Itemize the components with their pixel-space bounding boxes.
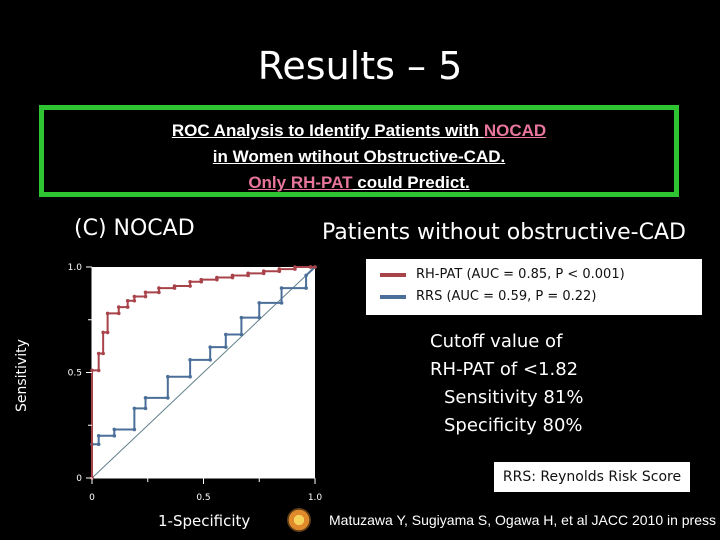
legend-swatch-rhpat bbox=[380, 272, 406, 277]
rhpat-point bbox=[188, 279, 192, 284]
rrs-point bbox=[132, 406, 137, 411]
rrs-point bbox=[188, 374, 192, 379]
rrs-point bbox=[304, 273, 308, 278]
x-tick-label: 0 bbox=[89, 493, 95, 503]
rhpat-point bbox=[143, 290, 148, 295]
x-tick-label: 1.0 bbox=[308, 493, 323, 503]
y-axis-label: Sensitivity bbox=[14, 339, 30, 412]
rrs-point bbox=[112, 427, 117, 432]
rhpat-point bbox=[246, 271, 250, 276]
box-highlight-rhpat: Only RH-PAT bbox=[248, 173, 353, 192]
box-line-1-text: ROC Analysis to Identify Patients with bbox=[171, 121, 484, 140]
highlight-box: ROC Analysis to Identify Patients with N… bbox=[39, 105, 679, 197]
chart-subtitle: Patients without obstructive-CAD bbox=[322, 220, 686, 245]
rhpat-point bbox=[125, 298, 130, 303]
rhpat-point bbox=[101, 330, 105, 335]
rhpat-point bbox=[261, 269, 266, 274]
rrs-point bbox=[208, 358, 212, 362]
rrs-point bbox=[112, 434, 117, 438]
panel-label: (C) NOCAD bbox=[74, 216, 195, 241]
y-tick-label: 1.0 bbox=[68, 263, 83, 273]
cutoff-line-1: Cutoff value of bbox=[430, 331, 563, 352]
rrs-point bbox=[279, 286, 284, 290]
rhpat-point bbox=[132, 298, 137, 303]
rrs-point bbox=[224, 345, 228, 349]
cutoff-line-4: Specificity 80% bbox=[444, 415, 583, 436]
rhpat-point bbox=[116, 305, 121, 309]
rrs-point bbox=[239, 332, 244, 337]
box-line-3: Only RH-PAT could Predict. bbox=[44, 170, 674, 196]
legend-item-rhpat: RH-PAT (AUC = 0.85, P < 0.001) bbox=[380, 267, 625, 282]
rhpat-point bbox=[116, 311, 121, 316]
box-line-1: ROC Analysis to Identify Patients with N… bbox=[44, 118, 674, 144]
slide-title: Results – 5 bbox=[257, 44, 463, 88]
rhpat-point bbox=[143, 294, 148, 299]
rrs-point bbox=[143, 406, 148, 411]
y-tick-label: 0.5 bbox=[68, 369, 82, 379]
cutoff-line-2: RH-PAT of <1.82 bbox=[430, 359, 579, 380]
tick-labels: 00 0.5 0.5 1.0 1.0 bbox=[68, 263, 323, 503]
rrs-point bbox=[96, 434, 101, 438]
rhpat-point bbox=[157, 290, 161, 295]
rrs-point bbox=[166, 396, 170, 400]
chart-legend: RH-PAT (AUC = 0.85, P < 0.001) RRS (AUC … bbox=[366, 259, 702, 315]
rrs-point bbox=[224, 332, 228, 337]
legend-label-rhpat: RH-PAT (AUC = 0.85, P < 0.001) bbox=[416, 267, 625, 282]
rhpat-point bbox=[125, 305, 130, 309]
box-line-2-text: in Women wtihout Obstructive-CAD. bbox=[212, 147, 506, 166]
box-line-2: in Women wtihout Obstructive-CAD. bbox=[44, 144, 674, 170]
rhpat-point bbox=[188, 284, 192, 288]
rrs-point bbox=[239, 315, 244, 320]
box-line-3-text: could Predict. bbox=[352, 173, 470, 192]
rrs-point bbox=[257, 315, 262, 320]
rhpat-point bbox=[313, 265, 317, 269]
rhpat-point bbox=[105, 330, 110, 335]
rhpat-point bbox=[96, 368, 101, 373]
rhpat-point bbox=[101, 351, 105, 356]
box-highlight-nocad: NOCAD bbox=[483, 121, 547, 140]
rhpat-point bbox=[293, 265, 297, 269]
cutoff-line-3: Sensitivity 81% bbox=[444, 387, 584, 408]
legend-label-rrs: RRS (AUC = 0.59, P = 0.22) bbox=[416, 289, 597, 304]
rrs-point bbox=[96, 442, 101, 447]
logo-icon bbox=[287, 508, 311, 532]
series-layer bbox=[90, 265, 317, 480]
rrs-note: RRS: Reynolds Risk Score bbox=[494, 462, 690, 492]
rhpat-point bbox=[308, 265, 313, 269]
rhpat-point bbox=[96, 351, 101, 356]
rhpat-point bbox=[199, 277, 204, 282]
cutoff-text: Cutoff value of RH-PAT of <1.82 Sensitiv… bbox=[430, 328, 583, 440]
legend-item-rrs: RRS (AUC = 0.59, P = 0.22) bbox=[380, 289, 596, 304]
rrs-point bbox=[143, 396, 148, 400]
rhpat-point bbox=[90, 368, 94, 373]
rhpat-point bbox=[157, 286, 161, 290]
rrs-point bbox=[279, 301, 284, 305]
rhpat-point bbox=[132, 294, 137, 299]
rhpat-point bbox=[215, 275, 219, 280]
rhpat-point bbox=[105, 311, 110, 316]
rrs-point bbox=[166, 374, 170, 379]
rrs-point bbox=[208, 345, 212, 349]
citation: Matuzawa Y, Sugiyama S, Ogawa H, et al J… bbox=[329, 512, 717, 528]
rhpat-point bbox=[230, 273, 235, 278]
rrs-point bbox=[132, 427, 137, 432]
legend-swatch-rrs bbox=[380, 294, 406, 299]
rrs-point bbox=[257, 301, 262, 305]
rhpat-point bbox=[172, 284, 177, 288]
x-tick-label: 0.5 bbox=[196, 493, 210, 503]
rhpat-point bbox=[277, 267, 282, 271]
y-tick-label: 0 bbox=[76, 474, 82, 484]
x-axis-label: 1-Specificity bbox=[158, 512, 251, 530]
rrs-point bbox=[304, 286, 308, 290]
rrs-point bbox=[188, 358, 192, 362]
